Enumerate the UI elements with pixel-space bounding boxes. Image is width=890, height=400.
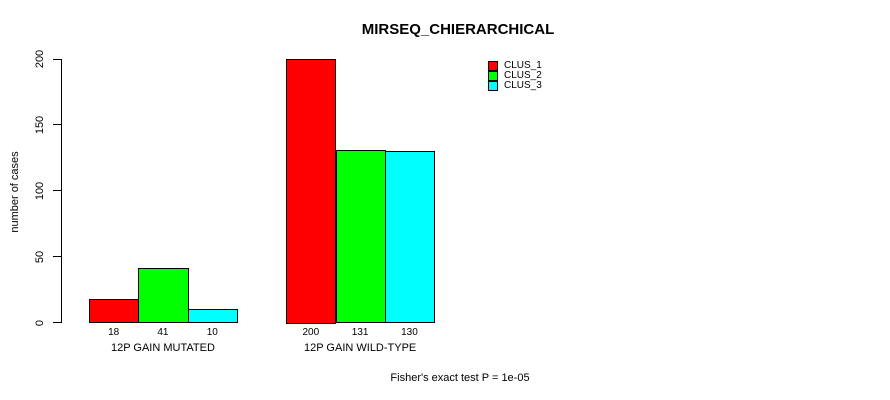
bar-clus_1-group2 (286, 59, 337, 324)
bar-value-label: 10 (206, 327, 218, 338)
bar-value-label: 200 (302, 327, 320, 338)
chart-title: MIRSEQ_CHIERARCHICAL (361, 21, 555, 38)
y-tick-mark (53, 322, 61, 323)
x-category-label: 12P GAIN WILD-TYPE (304, 342, 417, 354)
bar-clus_3-group2 (384, 151, 436, 324)
legend-label: CLUS_3 (504, 80, 542, 91)
annotation-text: Fisher's exact test P = 1e-05 (390, 372, 530, 384)
bar-value-label: 41 (157, 327, 169, 338)
bar-clus_1-group1 (89, 298, 140, 324)
y-tick-mark (53, 190, 61, 192)
legend-entry-clus_3: CLUS_3 (488, 81, 542, 91)
bar-clus_2-group1 (138, 268, 189, 324)
y-tick-label: 0 (34, 319, 46, 326)
legend-label: CLUS_2 (504, 70, 542, 81)
legend-swatch-icon (488, 71, 498, 81)
y-tick-mark (53, 58, 61, 60)
y-axis-line (61, 58, 62, 323)
bar-value-label: 131 (351, 327, 369, 338)
bar-clus_2-group2 (335, 149, 386, 324)
legend-entry-clus_1: CLUS_1 (488, 61, 542, 71)
y-tick-label: 100 (34, 181, 46, 200)
y-axis-label: number of cases (9, 151, 21, 233)
y-tick-label: 150 (34, 115, 46, 135)
bar-value-label: 130 (401, 327, 418, 338)
y-tick-mark (53, 256, 61, 258)
legend-label: CLUS_1 (504, 60, 542, 71)
x-category-label: 12P GAIN MUTATED (110, 342, 215, 354)
bar-clus_3-group1 (187, 309, 238, 324)
y-tick-mark (53, 124, 61, 126)
y-tick-label: 200 (34, 49, 46, 69)
bar-value-label: 18 (108, 327, 120, 338)
legend-swatch-icon (488, 61, 498, 71)
legend-swatch-icon (488, 81, 498, 91)
y-tick-label: 50 (34, 250, 46, 263)
legend: CLUS_1 CLUS_2 CLUS_3 (488, 61, 542, 91)
legend-entry-clus_2: CLUS_2 (488, 71, 542, 81)
